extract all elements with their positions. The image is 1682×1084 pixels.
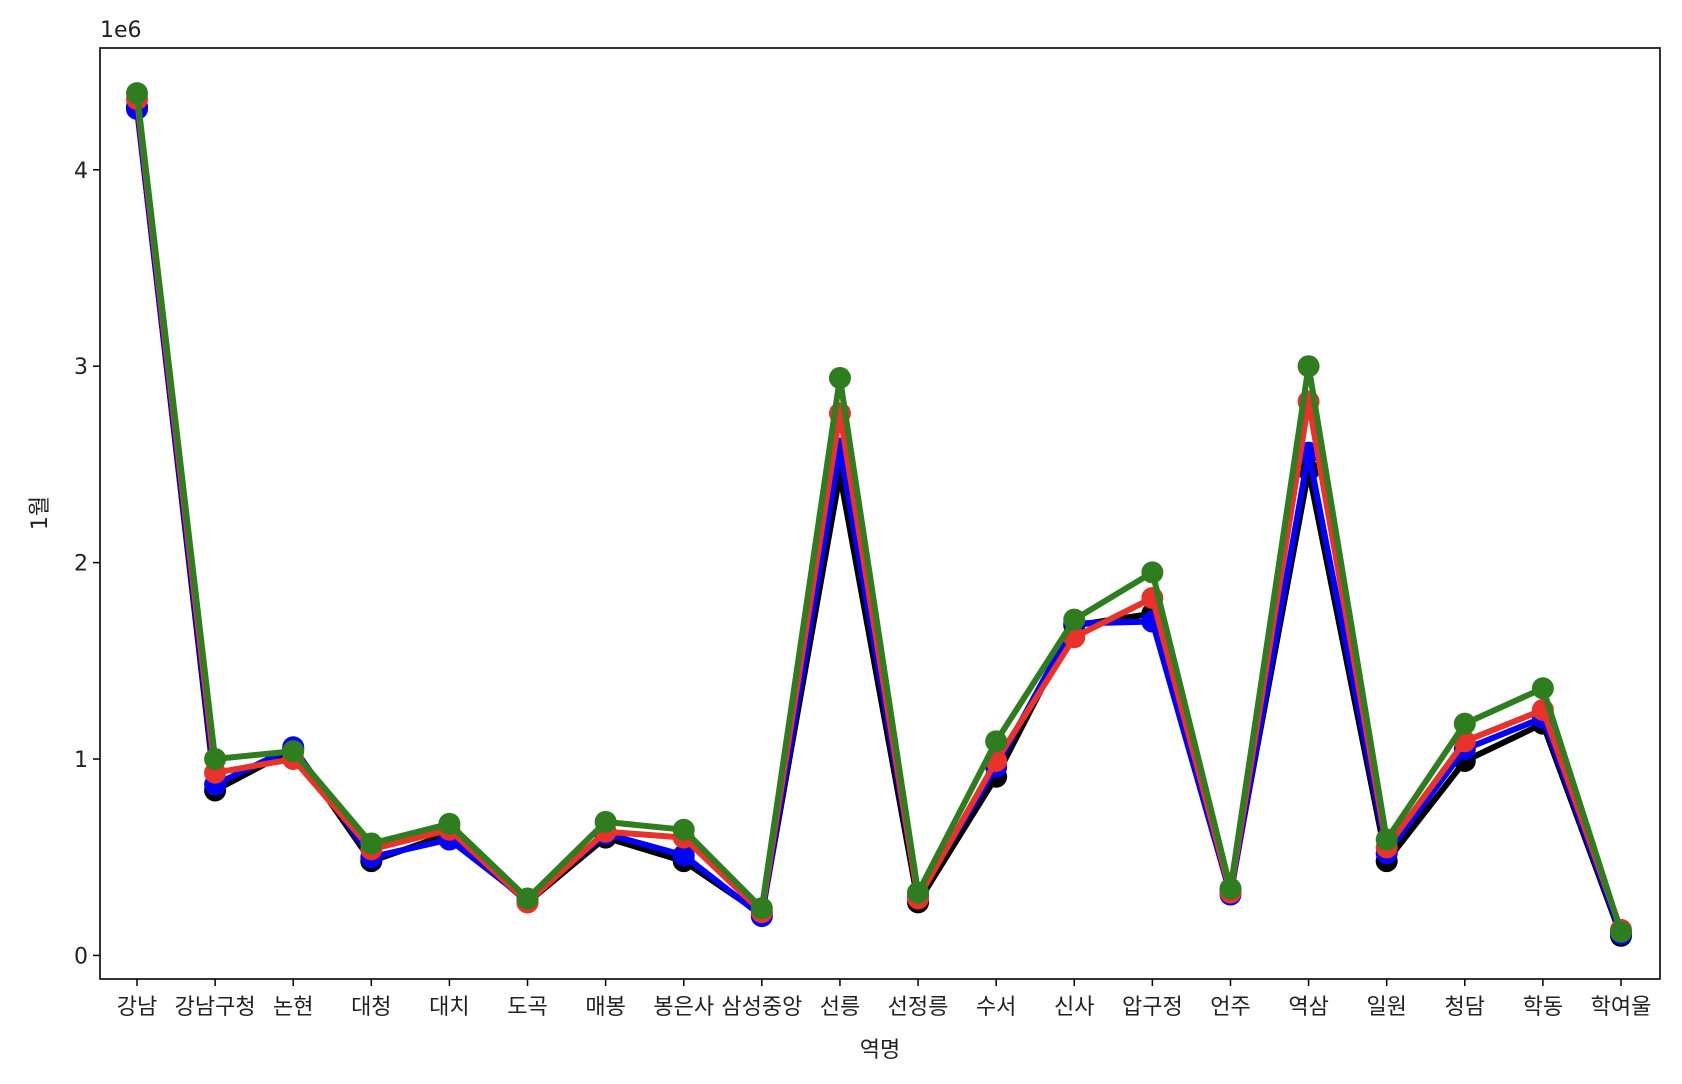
data-point — [438, 812, 461, 835]
y-axis-label: 1월 — [28, 496, 53, 530]
data-point — [985, 730, 1008, 753]
data-point — [1063, 608, 1086, 631]
data-point — [907, 881, 930, 904]
x-tick-label: 강남 — [117, 995, 157, 1020]
data-point — [282, 740, 305, 763]
data-point — [1610, 920, 1632, 943]
x-tick-label: 압구정 — [1122, 995, 1183, 1020]
x-tick-label: 수서 — [976, 995, 1016, 1020]
y-tick-label: 3 — [74, 355, 88, 380]
plot-frame — [99, 47, 1661, 980]
x-axis: 강남 강남구청 논현 대청 대치 도곡 매봉 봉은사 삼성중앙 선릉 선정릉 수서 신사 압구정 언주 역삼 일… — [117, 979, 1652, 1020]
x-tick-label: 도곡 — [507, 995, 547, 1020]
x-tick-label: 일원 — [1366, 995, 1406, 1020]
series-line — [134, 90, 1624, 935]
data-point — [1531, 677, 1554, 700]
data-point — [360, 832, 383, 855]
y-tick-label: 2 — [74, 552, 88, 577]
x-tick-label: 역삼 — [1288, 995, 1328, 1020]
x-tick-label: 언주 — [1210, 995, 1250, 1020]
data-point — [1219, 877, 1242, 900]
x-tick-label: 선릉 — [820, 995, 860, 1020]
data-point — [594, 810, 617, 833]
x-tick-label: 신사 — [1054, 995, 1094, 1020]
x-tick-label: 대치 — [429, 995, 469, 1020]
x-tick-label: 강남구청 — [175, 995, 256, 1020]
y-axis: 0 1 2 3 4 — [74, 159, 100, 969]
data-point — [1453, 712, 1476, 735]
data-point — [672, 818, 695, 841]
x-tick-label: 매봉 — [585, 995, 625, 1020]
x-tick-label: 선정릉 — [888, 995, 949, 1020]
data-point — [1297, 355, 1320, 378]
data-point — [672, 844, 695, 867]
y-tick-label: 1 — [74, 748, 88, 773]
data-point — [1375, 828, 1398, 851]
series-3 — [126, 82, 1632, 943]
data-point — [516, 887, 539, 910]
data-point — [126, 82, 148, 105]
x-tick-label: 삼성중앙 — [721, 995, 802, 1020]
x-tick-label: 학동 — [1523, 995, 1563, 1020]
y-offset-text: 1e6 — [100, 18, 142, 43]
y-tick-label: 0 — [74, 944, 88, 969]
data-point — [1141, 561, 1164, 584]
data-point — [204, 748, 227, 771]
x-tick-label: 봉은사 — [653, 995, 714, 1020]
y-tick-label: 4 — [74, 159, 88, 184]
x-tick-label: 청담 — [1445, 995, 1485, 1020]
x-tick-label: 대청 — [351, 995, 391, 1020]
data-point — [828, 366, 851, 389]
x-tick-label: 논현 — [273, 995, 313, 1020]
x-tick-label: 학여울 — [1591, 995, 1652, 1020]
data-point — [750, 897, 773, 920]
series-layer — [126, 82, 1632, 947]
x-axis-label: 역명 — [860, 1038, 900, 1063]
